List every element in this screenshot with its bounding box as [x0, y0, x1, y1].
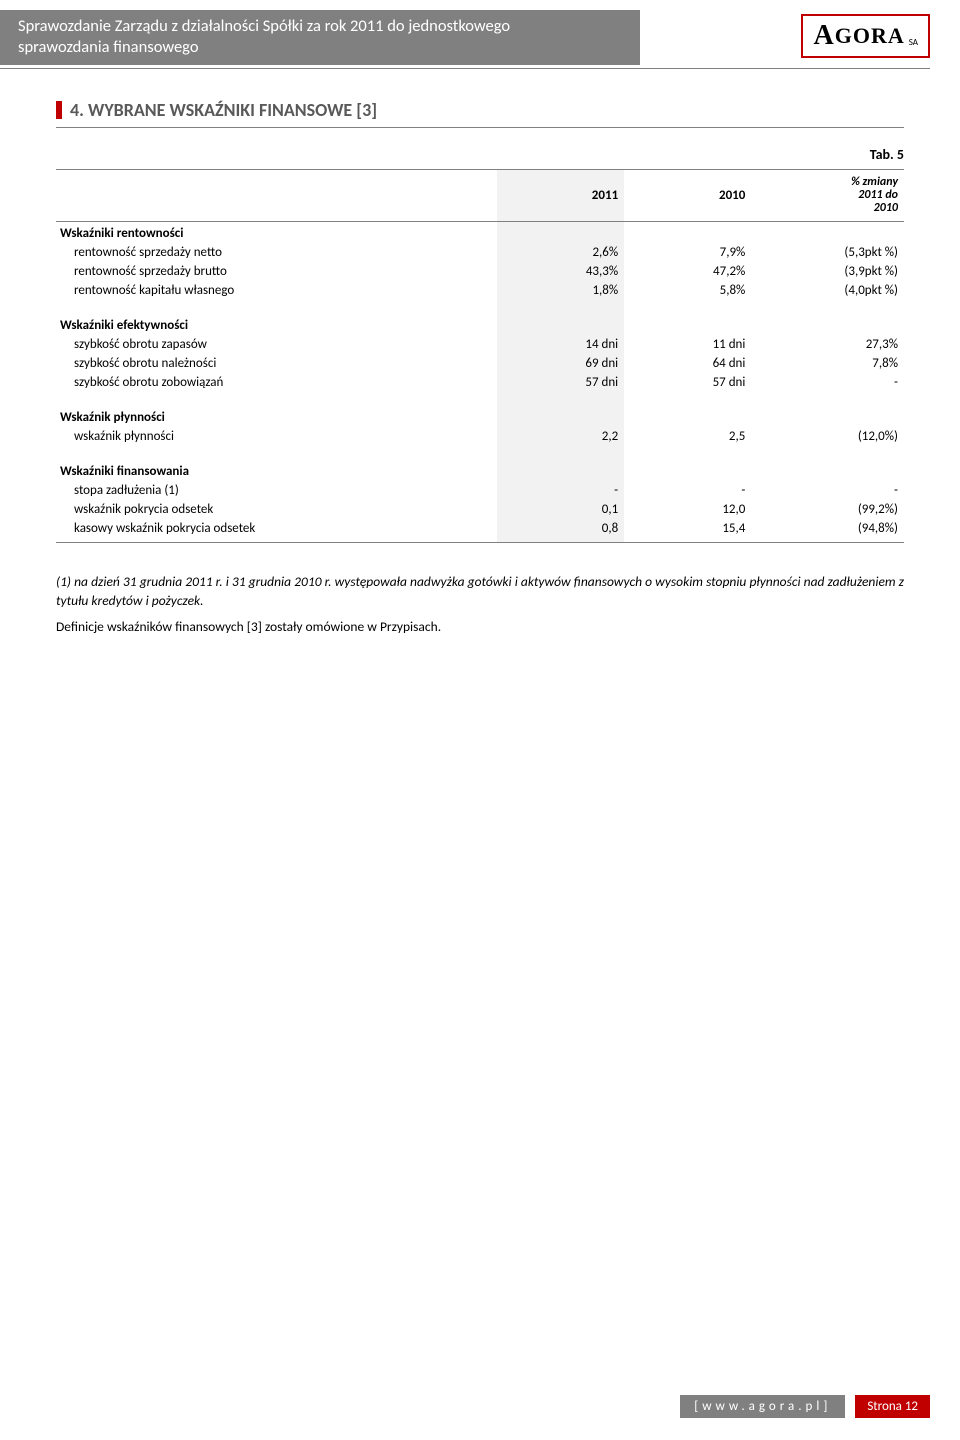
row-chg: (4,0pkt %): [751, 281, 904, 300]
row-label: szybkość obrotu zapasów: [56, 335, 497, 354]
table-group-row: Wskaźnik płynności: [56, 402, 904, 427]
section-heading: 4. WYBRANE WSKAŹNIKI FINANSOWE [3]: [56, 99, 904, 121]
row-2011: 1,8%: [497, 281, 624, 300]
row-label: stopa zadłużenia (1): [56, 481, 497, 500]
note-2: Definicje wskaźników finansowych [3] zos…: [56, 618, 904, 636]
section-heading-text: 4. WYBRANE WSKAŹNIKI FINANSOWE [3]: [70, 99, 377, 121]
footer: [www.agora.pl] Strona 12: [0, 1395, 930, 1418]
th-chg-l2: 2011 do: [858, 188, 898, 202]
header-title-line2: sprawozdania finansowego: [18, 37, 199, 57]
table-row: wskaźnik pokrycia odsetek0,112,0(99,2%): [56, 500, 904, 519]
table-row: rentowność kapitału własnego1,8%5,8%(4,0…: [56, 281, 904, 300]
row-label: rentowność kapitału własnego: [56, 281, 497, 300]
row-2010: 11 dni: [624, 335, 751, 354]
th-2010: 2010: [624, 169, 751, 222]
row-chg: (5,3pkt %): [751, 243, 904, 262]
table-group-row: Wskaźniki efektywności: [56, 310, 904, 335]
row-chg: 27,3%: [751, 335, 904, 354]
row-2011: 57 dni: [497, 373, 624, 392]
row-chg: -: [751, 373, 904, 392]
page-header: Sprawozdanie Zarządu z działalności Spół…: [0, 0, 960, 65]
table-row: kasowy wskaźnik pokrycia odsetek0,815,4(…: [56, 519, 904, 543]
row-chg: -: [751, 481, 904, 500]
content: 4. WYBRANE WSKAŹNIKI FINANSOWE [3] Tab. …: [0, 69, 960, 636]
group-title: Wskaźniki efektywności: [56, 310, 497, 335]
row-2011: -: [497, 481, 624, 500]
logo-sa: SA: [909, 37, 918, 48]
row-2011: 14 dni: [497, 335, 624, 354]
th-2011: 2011: [497, 169, 624, 222]
th-change: % zmiany 2011 do 2010: [751, 169, 904, 222]
row-chg: 7,8%: [751, 354, 904, 373]
table-spacer: [56, 446, 904, 456]
header-title-line1: Sprawozdanie Zarządu z działalności Spół…: [18, 16, 510, 36]
table-row: szybkość obrotu zapasów14 dni11 dni27,3%: [56, 335, 904, 354]
th-chg-l1: % zmiany: [851, 175, 898, 189]
logo-rest: GORA: [835, 23, 905, 49]
logo: A GORA SA: [801, 14, 930, 58]
row-2011: 0,8: [497, 519, 624, 543]
row-2010: -: [624, 481, 751, 500]
table-row: stopa zadłużenia (1)---: [56, 481, 904, 500]
section-rule: [56, 127, 904, 128]
note-1: (1) na dzień 31 grudnia 2011 r. i 31 gru…: [56, 573, 904, 609]
row-label: wskaźnik płynności: [56, 427, 497, 446]
table-spacer: [56, 392, 904, 402]
table-spacer: [56, 300, 904, 310]
row-2011: 2,6%: [497, 243, 624, 262]
row-2011: 43,3%: [497, 262, 624, 281]
row-label: kasowy wskaźnik pokrycia odsetek: [56, 519, 497, 543]
row-2011: 69 dni: [497, 354, 624, 373]
row-2010: 5,8%: [624, 281, 751, 300]
row-label: rentowność sprzedaży brutto: [56, 262, 497, 281]
group-title: Wskaźniki finansowania: [56, 456, 497, 481]
table-row: rentowność sprzedaży netto2,6%7,9%(5,3pk…: [56, 243, 904, 262]
footer-page: Strona 12: [855, 1395, 930, 1418]
row-2010: 57 dni: [624, 373, 751, 392]
red-bar-icon: [56, 101, 62, 119]
table-group-row: Wskaźniki rentowności: [56, 222, 904, 244]
row-2011: 2,2: [497, 427, 624, 446]
header-title: Sprawozdanie Zarządu z działalności Spół…: [0, 10, 640, 65]
row-label: wskaźnik pokrycia odsetek: [56, 500, 497, 519]
row-chg: (94,8%): [751, 519, 904, 543]
row-chg: (99,2%): [751, 500, 904, 519]
table-row: szybkość obrotu zobowiązań57 dni57 dni-: [56, 373, 904, 392]
footer-url: [www.agora.pl]: [680, 1395, 845, 1418]
row-chg: (12,0%): [751, 427, 904, 446]
row-2010: 12,0: [624, 500, 751, 519]
logo-a-glyph: A: [813, 20, 832, 52]
row-2011: 0,1: [497, 500, 624, 519]
row-2010: 47,2%: [624, 262, 751, 281]
notes: (1) na dzień 31 grudnia 2011 r. i 31 gru…: [56, 573, 904, 636]
row-label: szybkość obrotu należności: [56, 354, 497, 373]
table-header-row: 2011 2010 % zmiany 2011 do 2010: [56, 169, 904, 222]
table-row: szybkość obrotu należności69 dni64 dni7,…: [56, 354, 904, 373]
table-group-row: Wskaźniki finansowania: [56, 456, 904, 481]
table-label: Tab. 5: [56, 146, 904, 163]
row-label: rentowność sprzedaży netto: [56, 243, 497, 262]
financial-table: 2011 2010 % zmiany 2011 do 2010 Wskaźnik…: [56, 169, 904, 544]
table-row: rentowność sprzedaży brutto43,3%47,2%(3,…: [56, 262, 904, 281]
table-row: wskaźnik płynności2,22,5(12,0%): [56, 427, 904, 446]
row-chg: (3,9pkt %): [751, 262, 904, 281]
group-title: Wskaźniki rentowności: [56, 222, 497, 244]
row-2010: 7,9%: [624, 243, 751, 262]
th-label: [56, 169, 497, 222]
row-2010: 64 dni: [624, 354, 751, 373]
row-2010: 2,5: [624, 427, 751, 446]
group-title: Wskaźnik płynności: [56, 402, 497, 427]
th-chg-l3: 2010: [874, 201, 898, 215]
row-2010: 15,4: [624, 519, 751, 543]
row-label: szybkość obrotu zobowiązań: [56, 373, 497, 392]
